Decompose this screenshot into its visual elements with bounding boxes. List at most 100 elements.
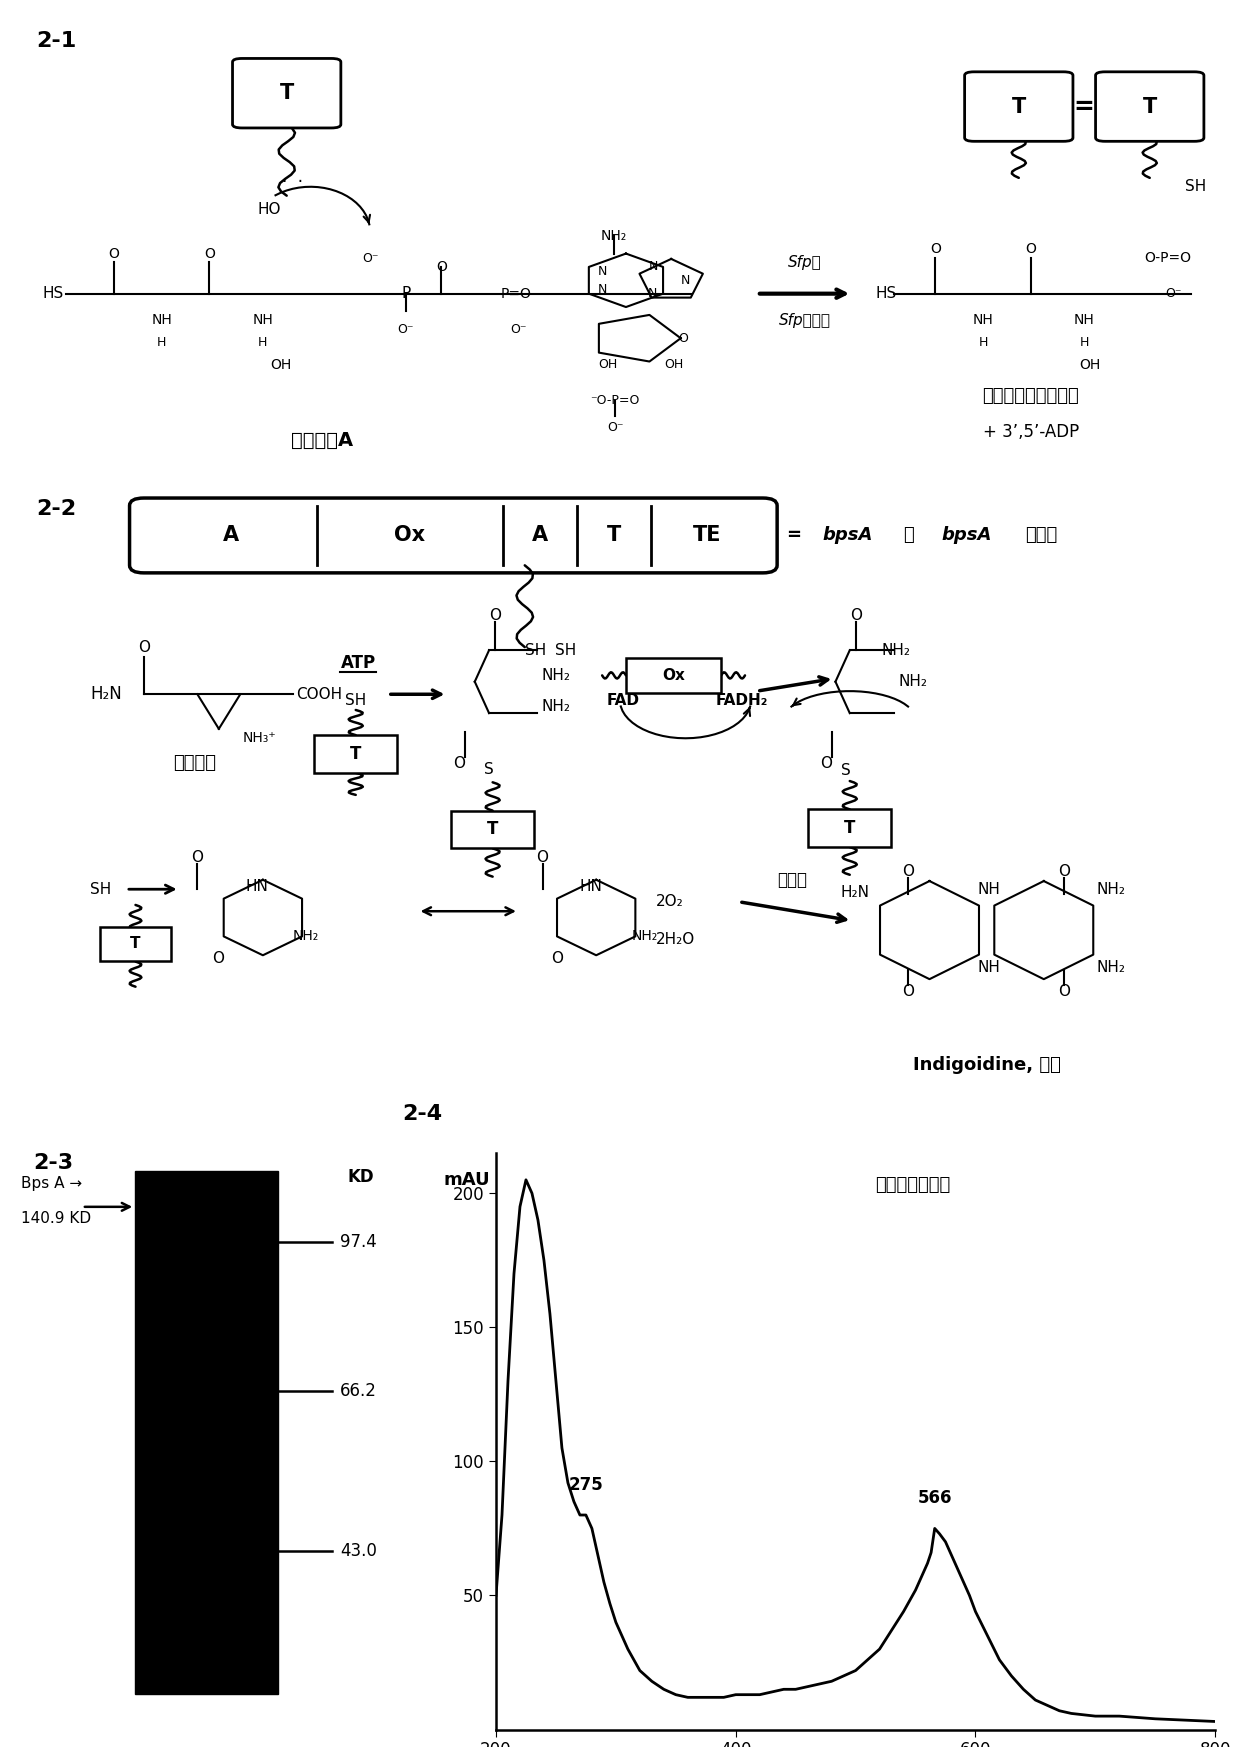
Text: O⁻: O⁻ xyxy=(398,323,414,335)
Text: 2-2: 2-2 xyxy=(37,500,77,519)
Text: O⁻: O⁻ xyxy=(608,421,624,433)
Text: 566: 566 xyxy=(918,1488,952,1508)
Text: SH: SH xyxy=(345,694,366,708)
Text: O: O xyxy=(489,608,501,624)
Text: O: O xyxy=(551,950,563,966)
Text: Ox: Ox xyxy=(394,526,425,545)
Text: NH₃⁺: NH₃⁺ xyxy=(243,732,277,746)
Text: T: T xyxy=(608,526,621,545)
Bar xyxy=(135,1170,278,1695)
Text: O: O xyxy=(901,984,914,999)
Text: O: O xyxy=(191,851,203,865)
Text: NH: NH xyxy=(977,961,999,975)
Bar xyxy=(808,809,892,847)
Bar xyxy=(99,926,171,961)
Text: 二聚化: 二聚化 xyxy=(777,870,807,889)
Text: 乙酰辅酶A: 乙酰辅酶A xyxy=(291,432,353,451)
Text: Sfp或: Sfp或 xyxy=(787,255,821,271)
Text: SH: SH xyxy=(525,643,546,657)
Text: O: O xyxy=(436,260,446,274)
Text: 2-3: 2-3 xyxy=(33,1153,73,1174)
Text: T: T xyxy=(130,936,141,952)
Text: T: T xyxy=(1142,96,1157,117)
Text: TE: TE xyxy=(693,526,722,545)
Text: T: T xyxy=(1012,96,1025,117)
Text: S: S xyxy=(841,763,851,779)
Text: SH: SH xyxy=(554,643,575,657)
Text: A: A xyxy=(532,526,548,545)
Text: mAU: mAU xyxy=(444,1170,490,1190)
Text: H: H xyxy=(157,335,166,349)
Text: O: O xyxy=(212,950,223,966)
Text: N: N xyxy=(681,274,691,287)
Text: NH₂: NH₂ xyxy=(1096,882,1125,896)
Text: H: H xyxy=(1080,335,1089,349)
Text: 43.0: 43.0 xyxy=(340,1543,377,1560)
Text: O: O xyxy=(1058,984,1070,999)
Text: N: N xyxy=(598,266,606,278)
Text: NH: NH xyxy=(977,882,999,896)
Text: 275: 275 xyxy=(568,1476,604,1494)
Text: O: O xyxy=(109,246,119,260)
Text: O: O xyxy=(454,756,465,770)
Text: O: O xyxy=(678,332,688,344)
Text: T: T xyxy=(487,821,498,839)
Text: S: S xyxy=(484,762,494,777)
Text: HS: HS xyxy=(42,287,64,300)
Text: NH: NH xyxy=(1074,313,1095,327)
Text: 同工酶: 同工酶 xyxy=(1024,526,1056,545)
Text: NH₂: NH₂ xyxy=(601,229,627,243)
Text: COOH: COOH xyxy=(296,687,342,702)
Text: T: T xyxy=(279,84,294,103)
Text: H: H xyxy=(978,335,988,349)
Text: 靑蓝光吸收图谱: 靑蓝光吸收图谱 xyxy=(875,1176,951,1195)
Text: O⁻: O⁻ xyxy=(1166,287,1182,300)
Text: ·  ·: · · xyxy=(283,173,303,192)
Text: P=O: P=O xyxy=(501,287,532,300)
Text: O⁻: O⁻ xyxy=(511,323,527,335)
Text: OH: OH xyxy=(1080,358,1101,372)
Text: N: N xyxy=(647,287,657,300)
Bar xyxy=(451,811,534,849)
Text: =: = xyxy=(1074,94,1095,119)
Text: O-P=O: O-P=O xyxy=(1145,252,1192,266)
Text: NH: NH xyxy=(972,313,993,327)
Text: A: A xyxy=(222,526,238,545)
Text: HN: HN xyxy=(579,879,603,893)
FancyBboxPatch shape xyxy=(1096,72,1204,142)
Text: =: = xyxy=(786,526,808,545)
Text: 2-1: 2-1 xyxy=(37,31,77,51)
Text: 2H₂O: 2H₂O xyxy=(656,933,694,947)
Text: NH₂: NH₂ xyxy=(1096,961,1125,975)
Text: O: O xyxy=(537,851,548,865)
Text: Ox: Ox xyxy=(662,667,684,683)
Bar xyxy=(314,735,397,772)
Text: Indigoidine, 靛蓝: Indigoidine, 靛蓝 xyxy=(913,1057,1060,1074)
Text: FAD: FAD xyxy=(608,694,640,708)
Text: O: O xyxy=(849,608,862,624)
Text: bpsA: bpsA xyxy=(822,526,873,545)
Text: T: T xyxy=(350,744,361,763)
Text: NH₂: NH₂ xyxy=(899,674,928,688)
FancyBboxPatch shape xyxy=(129,498,777,573)
Text: N: N xyxy=(649,260,658,274)
Text: NH₂: NH₂ xyxy=(293,929,319,943)
Text: HN: HN xyxy=(246,879,268,893)
Text: T: T xyxy=(844,819,856,837)
Text: ⁻O-P=O: ⁻O-P=O xyxy=(590,395,640,407)
FancyBboxPatch shape xyxy=(965,72,1073,142)
Text: NH₂: NH₂ xyxy=(882,643,911,657)
Text: N: N xyxy=(598,283,606,295)
Text: OH: OH xyxy=(270,358,291,372)
Text: H: H xyxy=(258,335,268,349)
Text: O: O xyxy=(138,639,150,655)
Text: bpsA: bpsA xyxy=(941,526,992,545)
Text: ATP: ATP xyxy=(341,653,376,673)
Text: 2O₂: 2O₂ xyxy=(656,894,683,908)
Text: KD: KD xyxy=(348,1169,374,1186)
Text: O⁻: O⁻ xyxy=(362,252,378,264)
Text: NH: NH xyxy=(151,313,172,327)
Text: NH: NH xyxy=(253,313,273,327)
Text: O: O xyxy=(1058,865,1070,879)
Text: O: O xyxy=(930,243,941,257)
